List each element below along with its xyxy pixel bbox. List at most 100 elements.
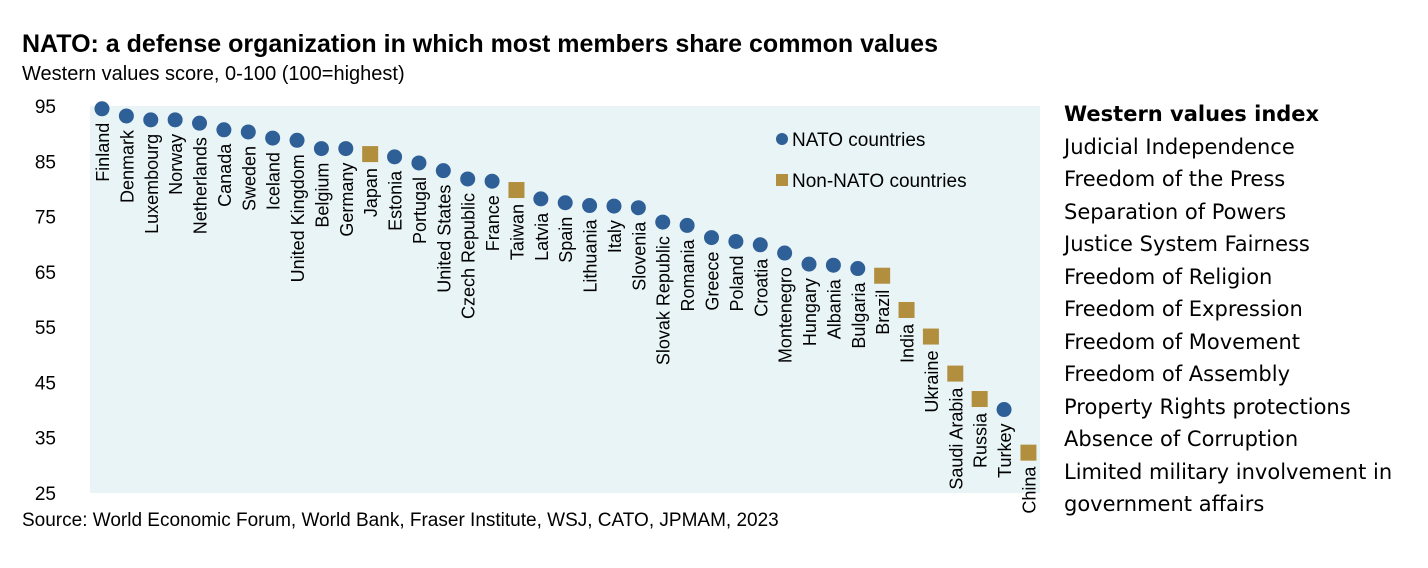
- nato-point: [118, 108, 134, 124]
- y-tick-label: 85: [35, 152, 56, 173]
- country-label: China: [1019, 466, 1039, 514]
- nato-point: [801, 256, 817, 272]
- nato-point: [825, 257, 841, 273]
- values-index-item: Freedom of Expression: [1064, 297, 1303, 321]
- country-label: Romania: [678, 238, 698, 311]
- country-label: Sweden: [239, 146, 259, 211]
- western-values-index-panel: Western values index Judicial Independen…: [1064, 98, 1424, 521]
- country-label: Slovenia: [629, 221, 649, 291]
- chart-subtitle: Western values score, 0-100 (100=highest…: [22, 63, 405, 85]
- nato-point: [728, 233, 744, 249]
- nato-point: [752, 237, 768, 253]
- values-index-item: Property Rights protections: [1064, 394, 1351, 419]
- country-label: Slovak Republic: [654, 236, 674, 365]
- plot-area: [90, 106, 1040, 493]
- non-nato-point: [947, 365, 964, 382]
- country-label: Portugal: [410, 177, 430, 244]
- legend-label: Non-NATO countries: [792, 171, 967, 192]
- y-tick-label: 55: [35, 318, 56, 339]
- nato-point: [679, 217, 695, 233]
- country-label: Finland: [93, 123, 113, 182]
- y-tick-label: 45: [35, 373, 56, 394]
- nato-point: [94, 101, 110, 117]
- scatter-chart: 95 85 75 65 55 45 35 25 Finland Denmark Luxembourg…: [35, 97, 1040, 514]
- country-label: Bulgaria: [849, 282, 869, 349]
- non-nato-point: [898, 302, 915, 319]
- country-label: Canada: [215, 143, 235, 207]
- nato-point: [996, 402, 1012, 418]
- values-index-list: Judicial Independence Freedom of the Pre…: [1064, 131, 1424, 521]
- country-label: Belgium: [312, 163, 332, 228]
- nato-point: [655, 214, 671, 230]
- country-label: Montenegro: [776, 267, 796, 363]
- values-index-item: government affairs: [1064, 492, 1265, 516]
- country-label: Croatia: [751, 258, 771, 317]
- country-label: Italy: [605, 220, 625, 253]
- country-label: Taiwan: [507, 204, 527, 260]
- country-label: Spain: [556, 217, 576, 263]
- nato-point: [240, 124, 256, 140]
- sidebar-heading: Western values index: [1064, 102, 1320, 126]
- values-index-item: Justice System Fairness: [1064, 232, 1310, 256]
- country-label: Iceland: [264, 152, 284, 210]
- nato-point: [850, 261, 866, 277]
- nato-point: [192, 115, 208, 131]
- country-label: Albania: [824, 278, 844, 339]
- country-label: Russia: [971, 412, 991, 468]
- nato-point: [630, 200, 646, 216]
- country-label: Japan: [361, 168, 381, 217]
- non-nato-point: [362, 146, 379, 163]
- country-label: Turkey: [995, 424, 1015, 478]
- y-tick-label: 75: [35, 208, 56, 229]
- country-label: France: [483, 195, 503, 251]
- legend-label: NATO countries: [792, 130, 925, 151]
- country-label: Greece: [703, 252, 723, 311]
- country-label: Poland: [727, 255, 747, 311]
- y-tick-label: 35: [35, 429, 56, 450]
- country-label: Luxembourg: [142, 134, 162, 234]
- nato-point: [338, 141, 354, 157]
- nato-point: [289, 132, 305, 148]
- country-label: Hungary: [800, 278, 820, 346]
- values-index-item: Separation of Powers: [1064, 199, 1287, 224]
- country-label: United States: [434, 185, 454, 293]
- nato-point: [606, 198, 622, 214]
- country-label: Brazil: [873, 290, 893, 335]
- values-index-item: Freedom of Movement: [1064, 329, 1301, 354]
- nato-point: [484, 173, 500, 189]
- country-label: Ukraine: [922, 351, 942, 413]
- legend-nato-marker: [776, 133, 788, 145]
- nato-point: [460, 171, 476, 187]
- source-note: Source: World Economic Forum, World Bank…: [22, 510, 779, 531]
- non-nato-point: [508, 182, 525, 199]
- country-label: Saudi Arabia: [946, 387, 966, 490]
- legend-non-nato-marker: [776, 174, 788, 186]
- chart-title: NATO: a defense organization in which mo…: [22, 30, 938, 58]
- nato-point: [704, 230, 719, 246]
- nato-point: [216, 122, 232, 138]
- nato-point: [435, 163, 451, 179]
- nato-point: [313, 141, 329, 157]
- values-index-item: Freedom of the Press: [1064, 167, 1286, 191]
- country-label: Netherlands: [191, 137, 211, 234]
- country-label: Denmark: [117, 129, 137, 203]
- nato-point: [557, 195, 573, 211]
- country-label: India: [898, 323, 918, 363]
- values-index-item: Limited military involvement in: [1064, 459, 1393, 484]
- nato-point: [582, 198, 598, 214]
- values-index-item: Judicial Independence: [1064, 134, 1295, 159]
- values-index-item: Freedom of Assembly: [1064, 362, 1291, 386]
- nato-point: [533, 191, 549, 207]
- y-tick-label: 65: [35, 263, 56, 284]
- non-nato-point: [1020, 444, 1037, 461]
- country-label: Lithuania: [581, 219, 601, 293]
- country-label: Latvia: [532, 212, 552, 261]
- nato-point: [387, 149, 403, 165]
- country-label: United Kingdom: [288, 154, 308, 282]
- values-index-item: Freedom of Religion: [1064, 264, 1273, 289]
- y-tick-label: 95: [35, 97, 56, 118]
- country-label: Czech Republic: [459, 193, 479, 319]
- values-index-item: Absence of Corruption: [1064, 427, 1299, 451]
- nato-point: [265, 130, 281, 146]
- country-label: Germany: [337, 163, 357, 237]
